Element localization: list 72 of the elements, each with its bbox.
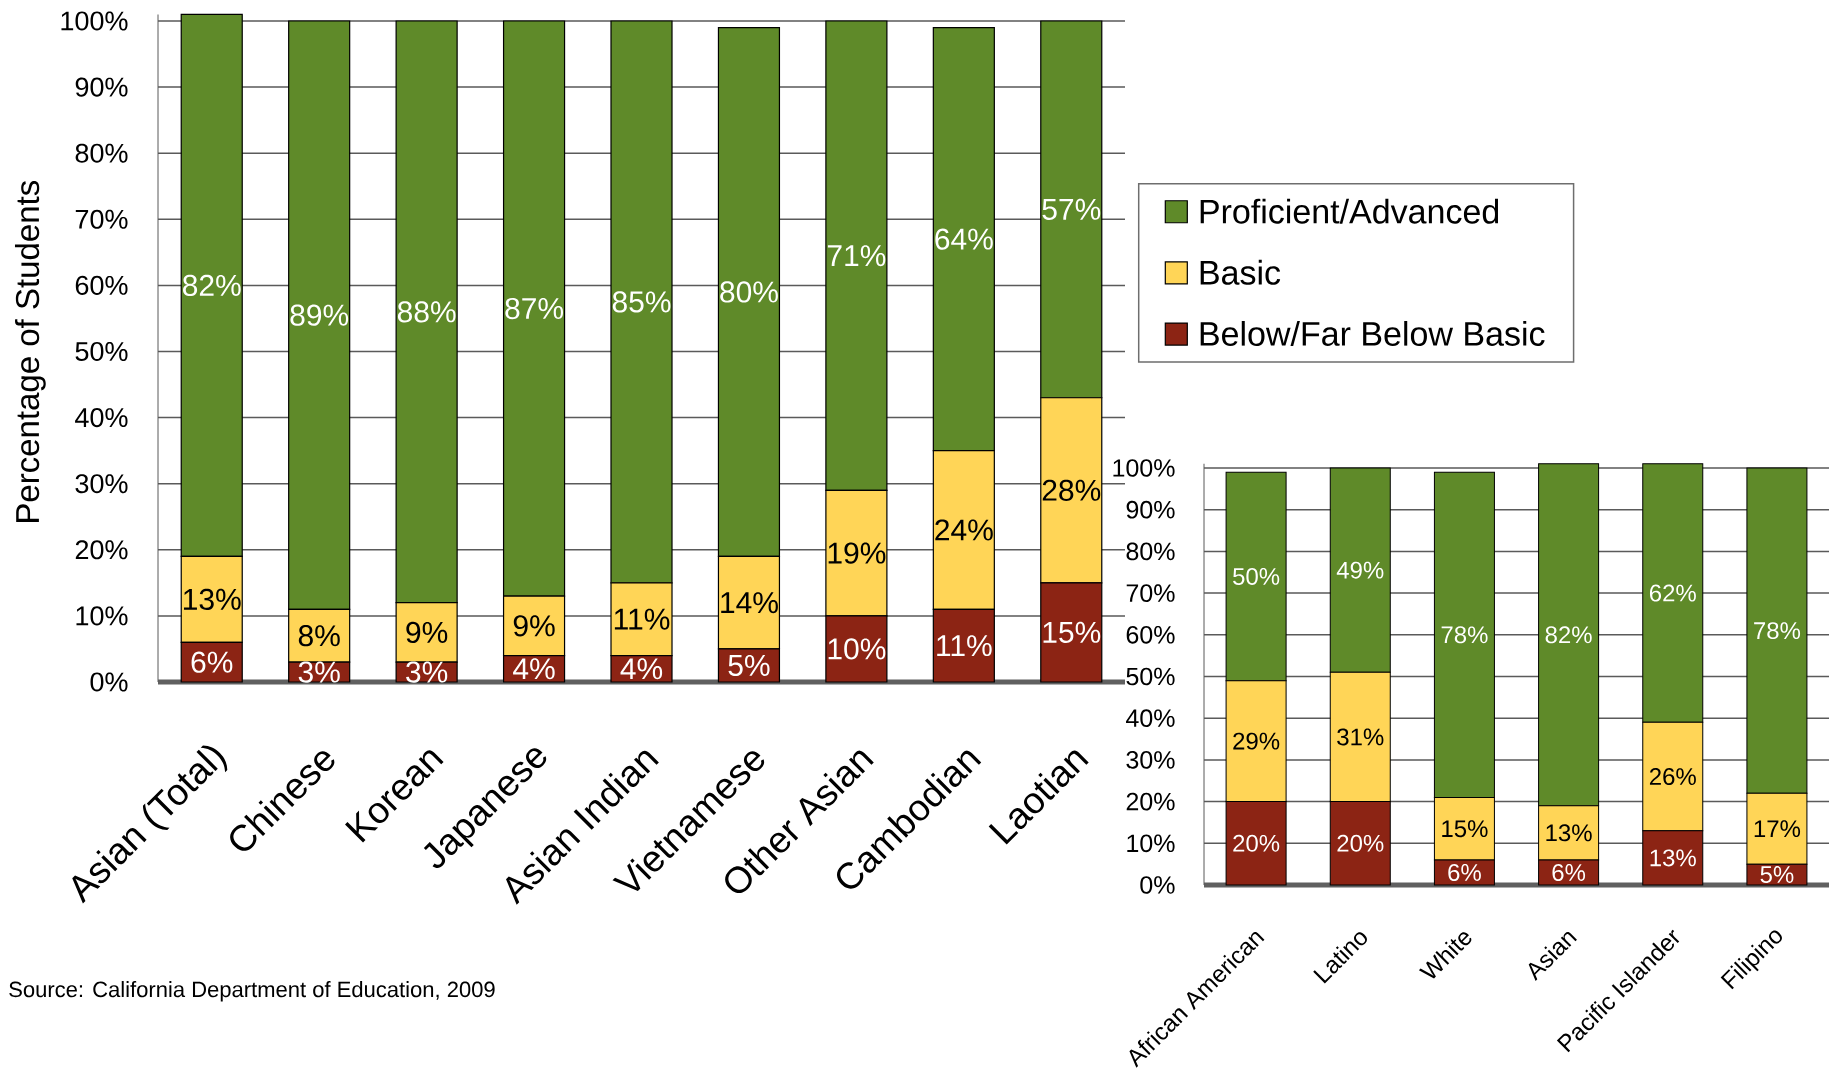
y-tick-label: 40%: [1126, 709, 1175, 728]
data-label: 11%: [937, 635, 992, 657]
y-tick-label: 80%: [75, 143, 128, 163]
y-tick-label: 90%: [75, 77, 128, 97]
data-label: 29%: [1233, 732, 1280, 750]
legend-label: Basic: [1200, 259, 1281, 285]
data-label: 88%: [397, 301, 456, 323]
data-label: 89%: [290, 304, 349, 326]
y-tick-label: 40%: [75, 408, 128, 428]
data-label: 20%: [1233, 834, 1280, 852]
source-note: Source: California Department of Education, 2009: [9, 981, 495, 1002]
data-label: 14%: [721, 592, 778, 614]
data-label: 17%: [1754, 820, 1801, 838]
data-label: 15%: [1442, 820, 1488, 838]
y-tick-label: 60%: [1126, 625, 1175, 644]
data-label: 15%: [1043, 621, 1101, 643]
data-label: 13%: [1650, 849, 1696, 867]
data-label: 3%: [406, 661, 448, 683]
y-axis-title: Percentage of Students: [14, 180, 46, 522]
y-tick-label: 20%: [75, 540, 128, 560]
data-label: 6%: [191, 651, 233, 673]
y-tick-label: 10%: [76, 606, 128, 626]
data-label: 4%: [620, 658, 663, 680]
data-label: 78%: [1441, 626, 1488, 644]
y-tick-label: 80%: [1126, 542, 1175, 561]
data-label: 4%: [513, 658, 555, 680]
y-tick-label: 0%: [90, 672, 128, 692]
data-label: 82%: [1545, 626, 1592, 644]
data-label: 57%: [1042, 198, 1101, 220]
data-label: 31%: [1337, 728, 1384, 746]
y-tick-label: 0%: [1140, 876, 1175, 894]
data-label: 62%: [1649, 584, 1696, 602]
data-label: 19%: [828, 542, 886, 564]
data-label: 24%: [935, 519, 993, 541]
data-label: 28%: [1042, 479, 1101, 501]
data-label: 5%: [728, 654, 770, 677]
data-label: 13%: [184, 588, 241, 610]
y-tick-label: 100%: [61, 11, 128, 31]
data-label: 9%: [513, 615, 555, 637]
data-label: 5%: [1760, 866, 1794, 883]
y-tick-label: 10%: [1127, 834, 1175, 853]
data-label: 6%: [1448, 863, 1481, 881]
data-label: 6%: [1552, 863, 1586, 881]
data-label: 8%: [298, 625, 340, 647]
data-label: 71%: [827, 245, 886, 267]
y-tick-label: 30%: [75, 474, 128, 494]
data-label: 9%: [406, 621, 448, 644]
y-tick-label: 20%: [1126, 792, 1175, 811]
y-tick-label: 50%: [1126, 667, 1175, 686]
data-label: 78%: [1754, 622, 1801, 640]
data-label: 11%: [614, 608, 670, 630]
y-tick-label: 50%: [75, 341, 128, 362]
data-label: 10%: [828, 638, 886, 660]
data-label: 3%: [298, 661, 340, 683]
data-label: 50%: [1233, 567, 1280, 585]
y-tick-label: 30%: [1126, 751, 1175, 769]
data-label: 13%: [1546, 824, 1592, 842]
y-tick-label: 60%: [75, 275, 128, 295]
data-label: 64%: [935, 228, 993, 250]
legend-label: Proficient/Advanced: [1200, 198, 1499, 224]
y-tick-label: 70%: [1126, 584, 1175, 602]
data-label: 26%: [1649, 768, 1696, 786]
data-label: 80%: [720, 281, 778, 303]
y-tick-label: 70%: [75, 209, 128, 229]
legend-label: Below/Far Below Basic: [1200, 320, 1545, 346]
data-label: 82%: [183, 274, 241, 297]
data-label: 85%: [612, 291, 671, 313]
y-tick-label: 90%: [1126, 500, 1175, 519]
data-label: 20%: [1337, 834, 1384, 852]
data-label: 49%: [1336, 561, 1384, 579]
data-label: 87%: [505, 297, 564, 320]
y-tick-label: 100%: [1113, 459, 1175, 477]
